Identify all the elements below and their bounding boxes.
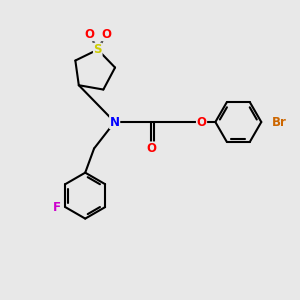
Text: O: O [196, 116, 206, 128]
Text: F: F [53, 201, 61, 214]
Text: Br: Br [272, 116, 286, 128]
Text: O: O [101, 28, 111, 41]
Text: S: S [94, 43, 102, 56]
Text: O: O [85, 28, 94, 41]
Text: N: N [110, 116, 120, 128]
Text: O: O [146, 142, 157, 155]
